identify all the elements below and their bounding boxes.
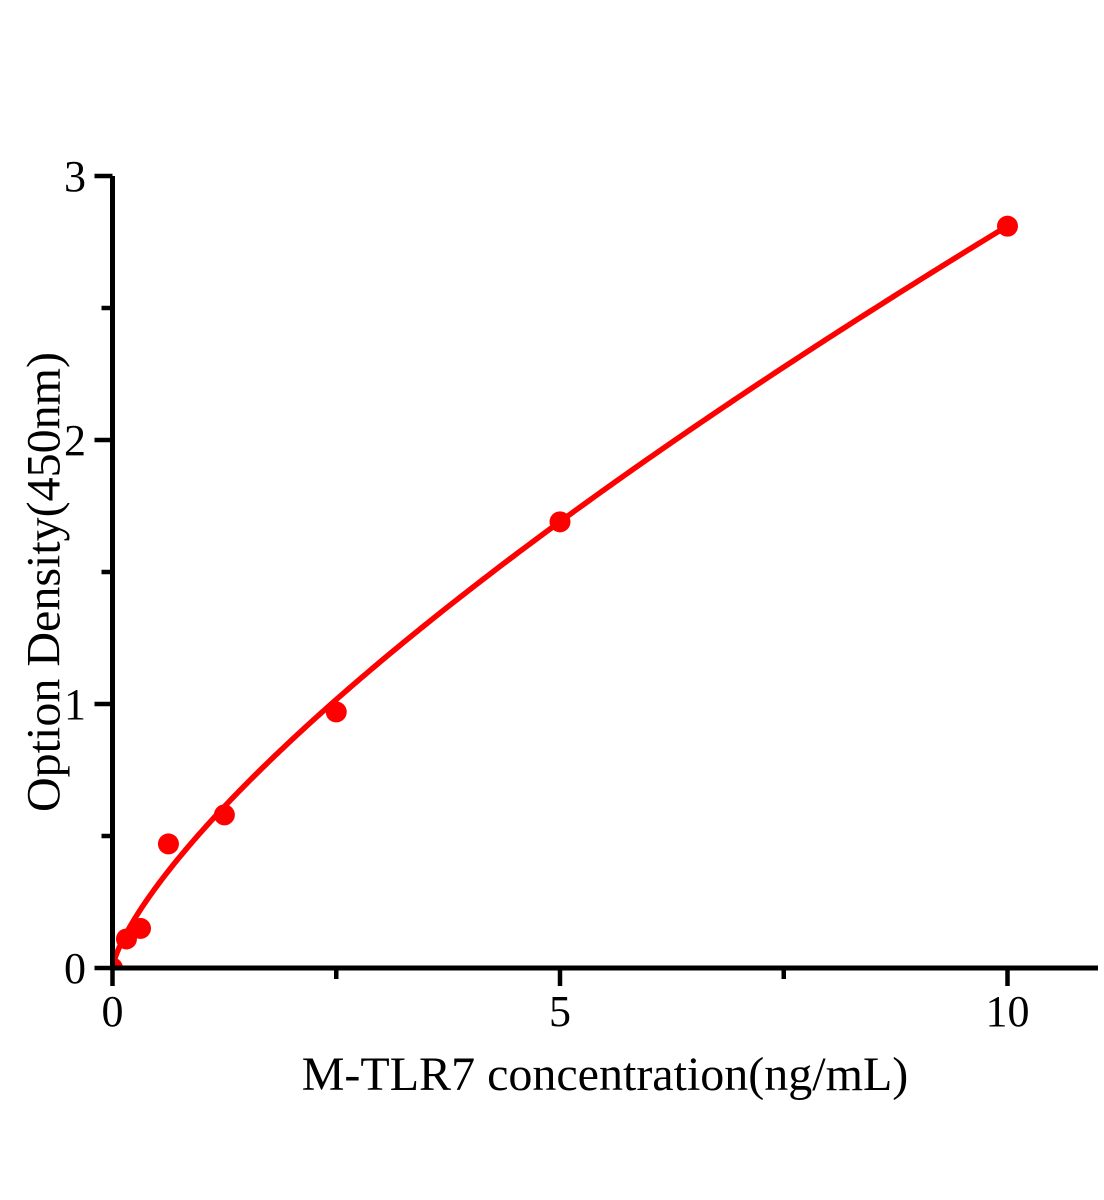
data-point-marker — [325, 701, 347, 723]
data-point-marker — [213, 804, 235, 826]
x-tick-label: 10 — [986, 987, 1030, 1036]
y-axis-title: Option Density(450nm) — [18, 352, 71, 812]
axis-spines — [110, 176, 1098, 971]
data-point-marker — [997, 215, 1018, 237]
axes-layer — [94, 173, 1098, 986]
tick-label-layer: 0 5 10 0 1 2 3 — [64, 152, 1030, 1036]
data-point-marker — [549, 511, 571, 533]
x-axis-title: M-TLR7 concentration(ng/mL) — [302, 1048, 909, 1101]
fit-curve-line — [112, 223, 1011, 968]
data-point-marker — [157, 833, 179, 855]
series-layer — [112, 215, 1018, 968]
y-tick-label: 3 — [64, 152, 86, 201]
data-point-marker — [112, 957, 123, 968]
y-tick-label: 1 — [64, 680, 86, 729]
y-tick-label: 0 — [64, 944, 86, 993]
y-tick-label: 2 — [64, 416, 86, 465]
data-point-marker — [130, 917, 152, 939]
x-tick-label: 5 — [549, 987, 571, 1036]
x-tick-label: 0 — [102, 987, 124, 1036]
